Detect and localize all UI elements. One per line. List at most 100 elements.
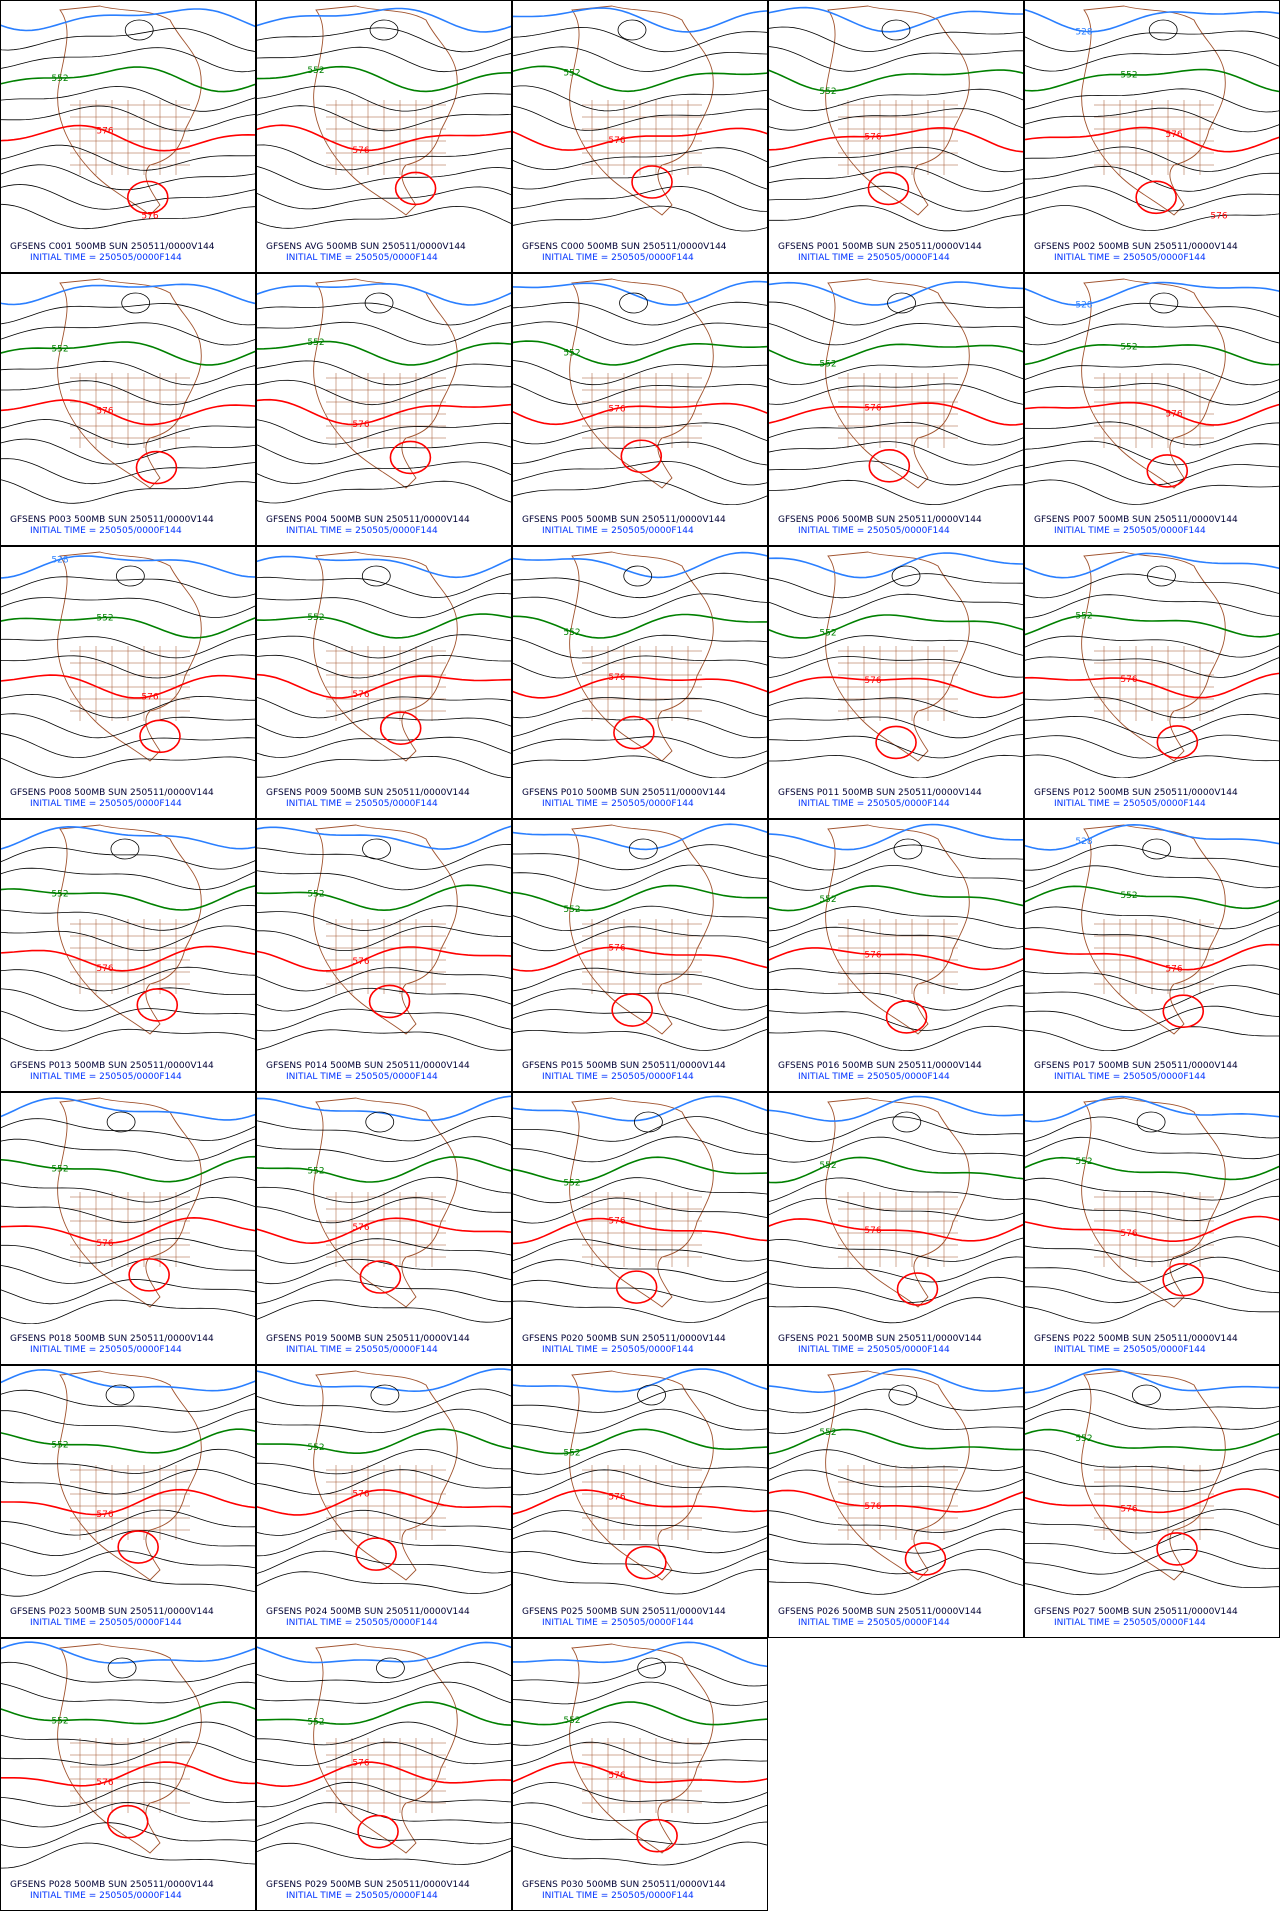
height-contour	[512, 1782, 768, 1804]
height-contour	[768, 1508, 1024, 1534]
closed-contour	[896, 1272, 939, 1306]
panel-subtitle: INITIAL TIME = 250505/0000F144	[798, 1345, 950, 1355]
height-contour	[0, 479, 256, 504]
panel-subtitle: INITIAL TIME = 250505/0000F144	[286, 253, 438, 263]
closed-contour	[369, 19, 399, 41]
map-panel: 528 552 576 GFSENS P007 500MB SUN 250511/00…	[1024, 273, 1280, 546]
contour-label: 528	[51, 555, 68, 565]
height-contour	[512, 1761, 768, 1784]
height-contour	[0, 1155, 256, 1183]
height-contour	[256, 1197, 512, 1224]
panel-subtitle: INITIAL TIME = 250505/0000F144	[542, 1618, 694, 1628]
contour-label: 576	[96, 1778, 113, 1788]
closed-contour	[379, 711, 422, 746]
height-contour	[256, 926, 512, 951]
height-contour	[768, 6, 1024, 33]
contour-label: 576	[1120, 1505, 1137, 1515]
height-contour	[768, 1095, 1024, 1122]
height-contour	[512, 480, 768, 505]
height-contour	[768, 26, 1024, 52]
height-contour	[256, 1008, 512, 1032]
height-contour	[0, 616, 256, 639]
panel-border	[0, 273, 256, 546]
panel-subtitle: INITIAL TIME = 250505/0000F144	[30, 1891, 182, 1901]
closed-contour	[368, 984, 411, 1019]
height-contour	[768, 716, 1024, 739]
height-contour	[0, 966, 256, 992]
closed-contour	[611, 993, 653, 1027]
height-contour	[1024, 1388, 1280, 1411]
height-contour	[768, 844, 1024, 871]
map-area: 552 576	[512, 5, 768, 232]
closed-contour	[628, 838, 658, 860]
height-contour	[256, 946, 512, 972]
closed-contour	[124, 19, 154, 41]
height-contour	[0, 576, 256, 598]
closed-contour	[135, 450, 178, 485]
coastline	[825, 278, 970, 489]
coastline	[57, 824, 202, 1035]
height-contour	[512, 7, 768, 33]
height-contour	[1024, 49, 1280, 72]
height-contour	[512, 823, 768, 851]
panel-title: GFSENS C001 500MB SUN 250511/0000V144	[10, 242, 215, 252]
height-contour	[0, 419, 256, 445]
closed-contour	[875, 725, 917, 760]
closed-contour	[359, 1260, 402, 1294]
closed-contour	[370, 1384, 400, 1406]
height-contour	[0, 1570, 256, 1597]
height-contour	[256, 186, 512, 210]
height-contour	[768, 166, 1024, 192]
height-contour	[256, 1721, 512, 1746]
height-contour	[768, 127, 1024, 153]
contour-label: 576	[608, 404, 625, 414]
map-area: 552 576	[768, 551, 1024, 778]
height-contour	[256, 967, 512, 992]
height-contour	[0, 1701, 256, 1725]
height-contour	[256, 46, 512, 73]
height-contour	[768, 1005, 1024, 1031]
map-panel: 552 576 576 GFSENS C001 500MB SUN 250511/00…	[0, 0, 256, 273]
height-contour	[256, 1388, 512, 1413]
panel-title: GFSENS P022 500MB SUN 250511/0000V144	[1034, 1334, 1238, 1344]
panel-subtitle: INITIAL TIME = 250505/0000F144	[30, 1345, 182, 1355]
height-contour	[1024, 205, 1280, 232]
contour-label: 576	[608, 1771, 625, 1781]
height-contour	[768, 146, 1024, 173]
coastline	[569, 824, 714, 1035]
height-contour	[1024, 734, 1280, 759]
map-area: 528 552 576	[1024, 823, 1280, 1051]
contour-label: 552	[1075, 1434, 1092, 1444]
map-panel: 528 552 576 576 GFSENS P002 500MB SUN 250511…	[1024, 0, 1280, 273]
height-contour	[768, 1025, 1024, 1051]
panel-border	[768, 273, 1024, 546]
height-contour	[768, 734, 1024, 759]
height-contour	[512, 697, 768, 719]
height-contour	[768, 205, 1024, 232]
panel-title: GFSENS C000 500MB SUN 250511/0000V144	[522, 242, 727, 252]
height-contour	[1024, 594, 1280, 619]
height-contour	[1024, 614, 1280, 638]
contour-label: 576	[864, 676, 881, 686]
map-panel: 552 576 GFSENS AVG 500MB SUN 250511/0000V1…	[256, 0, 512, 273]
height-contour	[512, 1116, 768, 1142]
height-contour	[512, 1568, 768, 1595]
closed-contour	[139, 719, 181, 754]
contour-label: 576	[96, 407, 113, 417]
height-contour	[256, 884, 512, 912]
coastline	[569, 278, 714, 489]
closed-contour	[1162, 1262, 1204, 1297]
height-contour	[0, 1468, 256, 1495]
panel-subtitle: INITIAL TIME = 250505/0000F144	[798, 526, 950, 536]
contour-label: 552	[307, 1443, 324, 1453]
coastline	[569, 1370, 714, 1581]
height-contour	[512, 551, 768, 579]
height-contour	[0, 164, 256, 191]
height-contour	[768, 823, 1024, 851]
height-contour	[256, 1641, 512, 1664]
map-panel: 552 576 GFSENS P012 500MB SUN 250511/0000V…	[1024, 546, 1280, 819]
panel-title: GFSENS P021 500MB SUN 250511/0000V144	[778, 1334, 982, 1344]
contour-label: 552	[819, 87, 836, 97]
height-contour	[1024, 401, 1280, 426]
map-area: 552 576	[1024, 551, 1280, 778]
